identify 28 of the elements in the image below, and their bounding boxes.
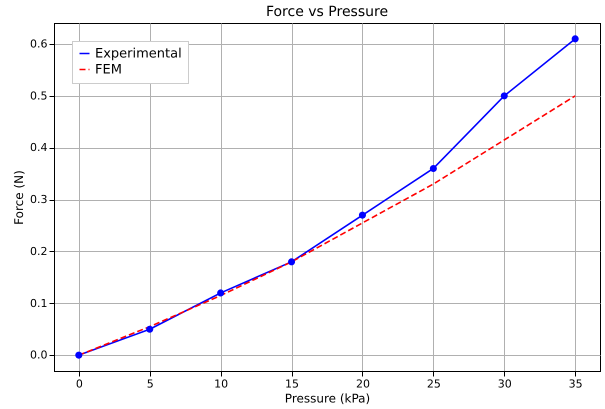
- legend-label: FEM: [95, 62, 122, 78]
- chart-title: Force vs Pressure: [266, 4, 388, 20]
- x-axis-title: Pressure (kPa): [284, 392, 370, 406]
- legend-label: Experimental: [95, 46, 182, 62]
- point: [358, 212, 366, 219]
- y-tick-label: 0.4: [30, 141, 48, 154]
- point: [500, 92, 508, 100]
- x-tick-label: 25: [426, 378, 441, 390]
- y-tick-label: 0.5: [30, 89, 48, 102]
- x-tick-label: 35: [568, 378, 583, 390]
- y-tick-label: 0.3: [30, 193, 48, 206]
- y-tick-label: 0.0: [30, 348, 48, 362]
- y-tick-label: 0.2: [30, 244, 48, 258]
- x-tick-label: 5: [146, 378, 154, 390]
- point: [217, 289, 224, 296]
- x-tick-label: 15: [285, 378, 300, 390]
- point: [75, 352, 82, 359]
- point: [288, 258, 296, 266]
- y-tick-label: 0.6: [30, 38, 48, 51]
- y-axis-title: Force (N): [12, 170, 26, 225]
- x-tick-label: 0: [76, 378, 83, 390]
- y-tick-label: 0.1: [30, 296, 48, 310]
- x-tick-label: 30: [498, 378, 512, 390]
- point: [572, 35, 579, 42]
- x-tick-label: 10: [214, 378, 228, 390]
- point: [430, 164, 437, 172]
- x-tick-label: 20: [356, 378, 370, 390]
- point: [146, 326, 154, 333]
